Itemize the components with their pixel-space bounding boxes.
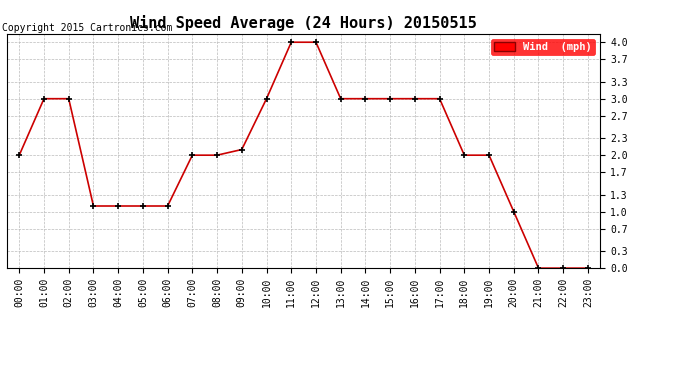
Title: Wind Speed Average (24 Hours) 20150515: Wind Speed Average (24 Hours) 20150515 [130,15,477,31]
Text: Copyright 2015 Cartronics.com: Copyright 2015 Cartronics.com [2,23,172,33]
Legend: Wind  (mph): Wind (mph) [491,39,595,55]
